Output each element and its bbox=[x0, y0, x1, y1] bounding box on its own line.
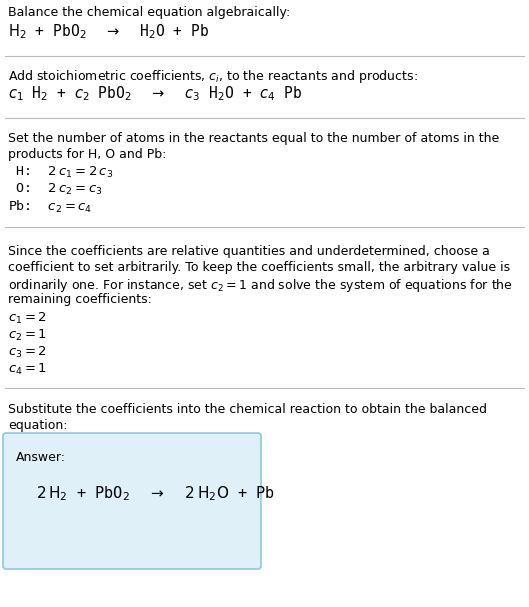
Text: $c_1$ H$_2$ + $c_2$ PbO$_2$  $\rightarrow$  $c_3$ H$_2$O + $c_4$ Pb: $c_1$ H$_2$ + $c_2$ PbO$_2$ $\rightarrow… bbox=[8, 84, 302, 103]
Text: Balance the chemical equation algebraically:: Balance the chemical equation algebraica… bbox=[8, 6, 290, 19]
Text: coefficient to set arbitrarily. To keep the coefficients small, the arbitrary va: coefficient to set arbitrarily. To keep … bbox=[8, 261, 510, 274]
Text: $2\,\mathrm{H_2}$ + PbO$_2$  $\rightarrow$  $2\,\mathrm{H_2O}$ + Pb: $2\,\mathrm{H_2}$ + PbO$_2$ $\rightarrow… bbox=[36, 484, 275, 503]
Text: $\mathrm{H_2}$ + PbO$_2$  $\rightarrow$  H$_2$O + Pb: $\mathrm{H_2}$ + PbO$_2$ $\rightarrow$ H… bbox=[8, 22, 209, 41]
Text: Add stoichiometric coefficients, $c_i$, to the reactants and products:: Add stoichiometric coefficients, $c_i$, … bbox=[8, 68, 418, 85]
Text: H:  $2\,c_1 = 2\,c_3$: H: $2\,c_1 = 2\,c_3$ bbox=[8, 165, 113, 180]
Text: $c_2 = 1$: $c_2 = 1$ bbox=[8, 328, 47, 343]
Text: $c_4 = 1$: $c_4 = 1$ bbox=[8, 362, 47, 377]
Text: equation:: equation: bbox=[8, 419, 68, 432]
Text: Substitute the coefficients into the chemical reaction to obtain the balanced: Substitute the coefficients into the che… bbox=[8, 403, 487, 416]
Text: O:  $2\,c_2 = c_3$: O: $2\,c_2 = c_3$ bbox=[8, 182, 103, 197]
Text: Set the number of atoms in the reactants equal to the number of atoms in the: Set the number of atoms in the reactants… bbox=[8, 132, 499, 145]
Text: Since the coefficients are relative quantities and underdetermined, choose a: Since the coefficients are relative quan… bbox=[8, 245, 490, 258]
Text: remaining coefficients:: remaining coefficients: bbox=[8, 293, 152, 306]
Text: $c_3 = 2$: $c_3 = 2$ bbox=[8, 345, 47, 360]
Text: Answer:: Answer: bbox=[16, 451, 66, 464]
Text: ordinarily one. For instance, set $c_2 = 1$ and solve the system of equations fo: ordinarily one. For instance, set $c_2 =… bbox=[8, 277, 513, 294]
FancyBboxPatch shape bbox=[3, 433, 261, 569]
Text: Pb:  $c_2 = c_4$: Pb: $c_2 = c_4$ bbox=[8, 199, 93, 215]
Text: $c_1 = 2$: $c_1 = 2$ bbox=[8, 311, 47, 326]
Text: products for H, O and Pb:: products for H, O and Pb: bbox=[8, 148, 167, 161]
